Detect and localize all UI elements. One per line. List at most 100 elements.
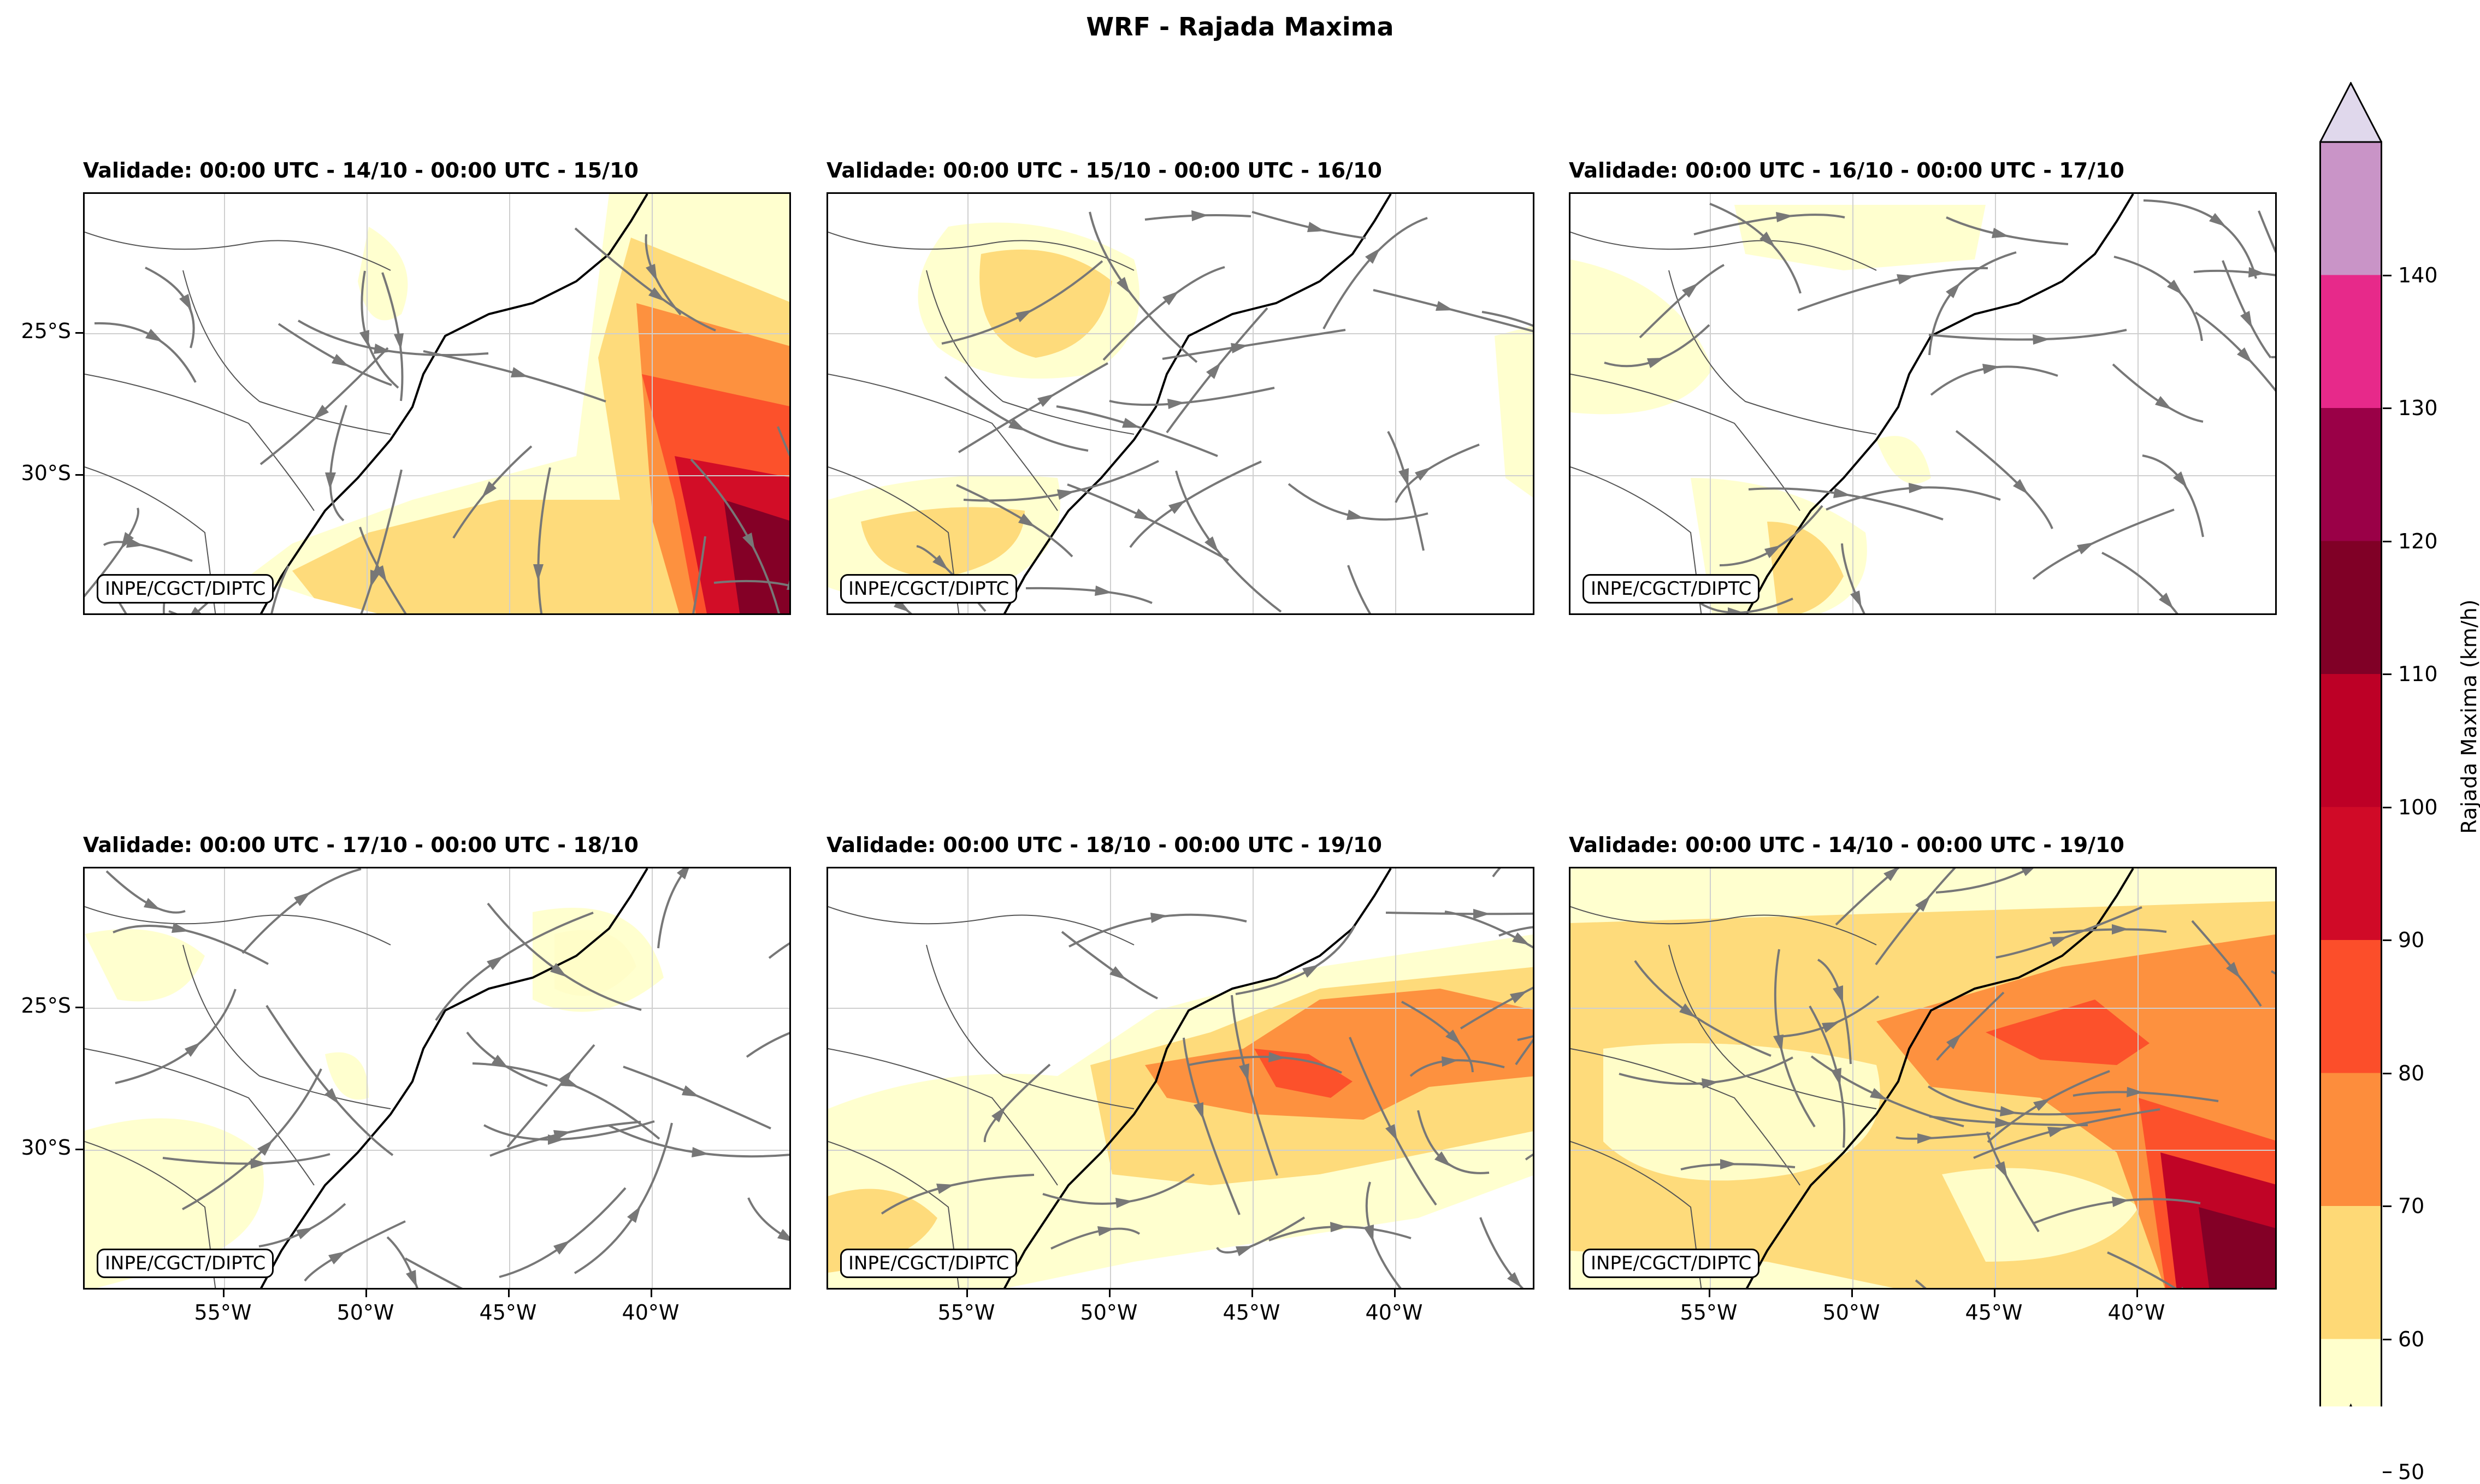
streamline-arrow <box>1204 536 1219 553</box>
colorbar-tick <box>2383 1338 2392 1340</box>
streamline <box>1515 1038 1533 1066</box>
colorbar-tick-label: 120 <box>2398 529 2438 553</box>
colorbar-tick <box>2383 1205 2392 1207</box>
longitude-label: 45°W <box>1965 1300 2023 1325</box>
streamline-arrow <box>257 1140 273 1156</box>
streamline <box>1129 460 1262 548</box>
gust-map: INPE/CGCT/DIPTC <box>826 192 1534 615</box>
streamline <box>2194 311 2275 392</box>
gust-contour <box>1254 1049 1353 1098</box>
colorbar-segment <box>2320 807 2382 940</box>
streamline-arrow <box>328 1251 346 1264</box>
streamline-arrow <box>2127 1087 2144 1097</box>
streamline <box>2107 1251 2177 1288</box>
coastline <box>1003 194 1392 613</box>
streamline <box>713 580 789 587</box>
streamline-arrow <box>2033 334 2050 345</box>
streamline-arrow <box>1728 607 1745 613</box>
streamline-arrow <box>325 472 336 489</box>
streamline-arrow <box>482 481 497 498</box>
streamline-arrow <box>1134 509 1151 521</box>
streamline-arrow <box>692 1147 709 1157</box>
axis-tick <box>223 1290 225 1297</box>
streamline <box>466 1031 548 1087</box>
streamline-arrow <box>406 1270 417 1287</box>
streamline <box>297 320 489 357</box>
streamline <box>258 1203 346 1247</box>
axis-tick <box>75 474 83 476</box>
streamline-arrow <box>548 1134 565 1145</box>
state-border <box>828 466 960 613</box>
streamline-arrow <box>145 329 163 342</box>
streamline-arrow <box>1512 932 1530 945</box>
colorbar-tick <box>2383 274 2392 276</box>
streamline-arrow <box>2240 311 2252 328</box>
streamline-arrow <box>1647 358 1664 368</box>
panel-title: Validade: 00:00 UTC - 18/10 - 00:00 UTC … <box>826 833 1382 857</box>
coastline <box>259 868 648 1288</box>
state-border <box>85 374 315 511</box>
streamline-arrow <box>991 1106 1006 1122</box>
streamline-arrow <box>511 367 528 377</box>
streamline-arrow <box>1236 1246 1253 1256</box>
gust-contour <box>85 929 205 1002</box>
streamline-arrow <box>2112 924 2129 935</box>
streamline-arrow <box>121 532 134 549</box>
streamline-arrow <box>1992 228 2009 238</box>
state-border <box>828 906 1135 945</box>
longitude-label: 55°W <box>194 1300 252 1325</box>
colorbar-tick-label: 110 <box>2398 662 2438 686</box>
streamline-arrow <box>1679 1003 1696 1018</box>
longitude-label: 55°W <box>1680 1300 1738 1325</box>
streamline-arrow <box>2033 1098 2051 1111</box>
streamline-arrow <box>1436 301 1454 311</box>
streamline-arrow <box>1883 868 1899 881</box>
streamline-arrow <box>648 287 665 301</box>
streamline-arrow <box>2155 396 2172 410</box>
streamline-arrow <box>394 333 404 350</box>
state-border <box>182 270 391 435</box>
streamline-arrow <box>370 570 380 588</box>
colorbar-segment <box>2320 541 2382 674</box>
streamline-arrow <box>777 1229 789 1241</box>
streamline <box>2193 269 2275 276</box>
streamline-arrow <box>1194 1102 1203 1120</box>
streamline <box>2112 363 2204 423</box>
colorbar-segment <box>2320 1073 2382 1206</box>
coastline <box>1745 868 2134 1288</box>
streamline-arrow <box>1117 277 1130 294</box>
streamline-arrow <box>1442 1056 1459 1067</box>
streamline-arrow <box>1018 513 1035 527</box>
streamline-arrow <box>1302 965 1319 978</box>
streamline-arrow <box>1434 1151 1451 1167</box>
streamline-arrow <box>2209 213 2226 227</box>
state-border <box>85 232 391 271</box>
gust-contour <box>1603 1043 1880 1181</box>
gust-contour <box>724 500 789 613</box>
colorbar-tick <box>2383 1072 2392 1074</box>
streamline-arrow <box>1445 1030 1461 1045</box>
map-panel: Validade: 00:00 UTC - 16/10 - 00:00 UTC … <box>1569 158 2277 615</box>
streamline <box>277 323 392 386</box>
panel-title: Validade: 00:00 UTC - 15/10 - 00:00 UTC … <box>826 158 1382 182</box>
credit-label: INPE/CGCT/DIPTC <box>1583 1249 1760 1278</box>
colorbar-tick-label: 90 <box>2398 928 2425 952</box>
streamline-arrow <box>936 1184 954 1194</box>
map-panel: Validade: 00:00 UTC - 17/10 - 00:00 UTC … <box>21 833 791 1325</box>
streamline <box>747 1197 789 1240</box>
streamline-arrow <box>1917 1133 1934 1144</box>
colorbar-extend-max <box>2319 82 2382 143</box>
streamline <box>1025 587 1153 604</box>
streamline <box>2143 199 2257 279</box>
gust-contour <box>861 507 1025 577</box>
streamline <box>115 989 237 1084</box>
axis-tick <box>1394 1290 1396 1297</box>
streamline-arrow <box>2047 1127 2065 1137</box>
streamline <box>746 1032 789 1058</box>
colorbar-tick-label: 100 <box>2398 795 2438 819</box>
streamline <box>94 322 197 383</box>
streamline-arrow <box>682 1085 699 1097</box>
map-canvas <box>828 194 1533 613</box>
streamline-arrow <box>677 868 689 879</box>
streamline <box>259 347 389 465</box>
